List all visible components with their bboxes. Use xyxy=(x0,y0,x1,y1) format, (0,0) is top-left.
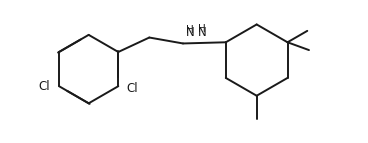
Text: N: N xyxy=(198,26,206,39)
Text: Cl: Cl xyxy=(39,80,50,93)
Text: H: H xyxy=(186,25,194,35)
Text: Cl: Cl xyxy=(127,82,138,95)
Text: H: H xyxy=(198,24,206,34)
Text: N: N xyxy=(186,26,195,39)
